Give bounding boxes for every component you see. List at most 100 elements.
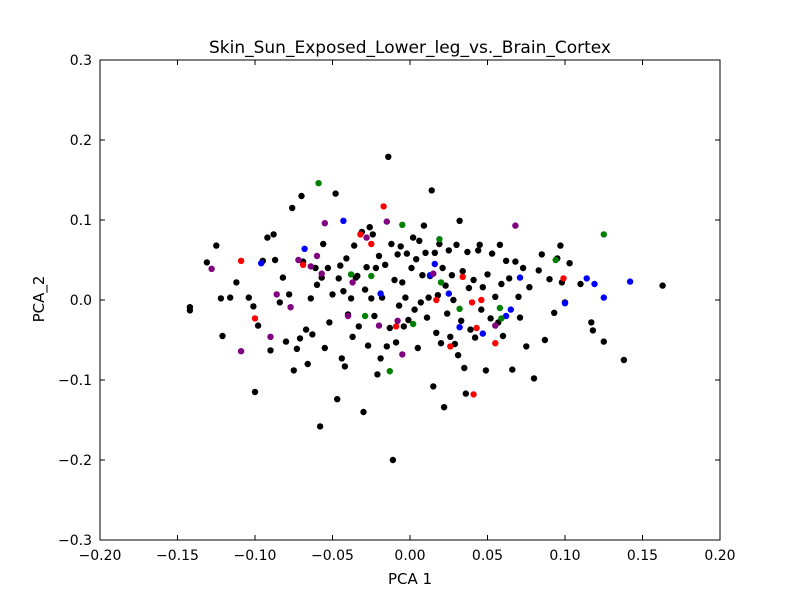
- data-point-s0-150: [538, 251, 545, 258]
- data-point-s3-3: [273, 291, 280, 298]
- data-point-s1-1: [251, 315, 259, 322]
- data-point-s1-14: [492, 340, 499, 347]
- data-point-s3-4: [287, 304, 294, 311]
- data-point-s0-137: [498, 280, 505, 288]
- data-point-s0-22: [290, 367, 297, 374]
- data-point-s0-50: [349, 333, 356, 340]
- data-point-s0-114: [453, 241, 460, 248]
- data-point-s2-13: [583, 275, 590, 282]
- data-point-s0-164: [659, 282, 666, 289]
- data-point-s4-4: [386, 368, 393, 375]
- data-point-s3-18: [492, 322, 499, 329]
- data-point-s0-133: [488, 250, 496, 257]
- data-point-s0-142: [512, 258, 519, 265]
- data-point-s1-11: [470, 391, 477, 398]
- data-point-s3-15: [394, 317, 401, 324]
- data-point-s0-146: [523, 343, 530, 350]
- data-point-s0-82: [402, 294, 409, 301]
- data-point-s0-14: [267, 347, 274, 354]
- data-point-s3-1: [237, 348, 245, 355]
- data-point-s2-5: [431, 260, 438, 268]
- data-point-s0-13: [264, 234, 271, 241]
- x-tick-label: 0.15: [627, 548, 658, 564]
- data-point-s0-77: [394, 251, 401, 258]
- data-point-s0-102: [434, 292, 442, 299]
- data-point-s2-8: [479, 330, 486, 337]
- data-point-s0-67: [377, 355, 384, 362]
- data-point-s0-7: [233, 279, 240, 286]
- data-point-s0-43: [337, 262, 344, 269]
- data-point-s0-149: [535, 267, 542, 274]
- data-point-s2-3: [377, 290, 384, 297]
- data-point-s0-89: [414, 344, 421, 352]
- data-point-s0-54: [355, 323, 362, 330]
- data-point-s0-47: [343, 255, 350, 262]
- data-point-s0-69: [382, 261, 389, 268]
- data-point-s0-85: [408, 264, 415, 272]
- data-point-s4-9: [456, 305, 463, 312]
- data-point-s0-121: [464, 248, 471, 256]
- data-point-s0-49: [347, 295, 355, 302]
- data-point-s0-2: [203, 259, 211, 266]
- data-point-s0-115: [454, 352, 462, 359]
- data-point-s0-130: [482, 367, 490, 374]
- data-point-s0-124: [470, 276, 477, 284]
- y-tick-label: 0.1: [70, 213, 92, 229]
- y-tick-label: −0.3: [58, 533, 92, 549]
- data-point-s1-5: [380, 203, 387, 210]
- data-point-s0-104: [437, 340, 445, 347]
- data-point-s0-6: [227, 294, 234, 301]
- data-point-s4-7: [436, 236, 443, 243]
- data-point-s4-11: [498, 315, 505, 322]
- data-point-s0-38: [326, 319, 333, 326]
- data-point-s0-136: [496, 241, 504, 248]
- data-point-s0-126: [475, 247, 482, 254]
- data-point-s0-90: [416, 237, 423, 244]
- data-point-s0-1: [186, 307, 194, 314]
- data-point-s3-10: [344, 312, 352, 320]
- data-point-s0-119: [461, 364, 468, 372]
- data-point-s0-125: [471, 334, 479, 341]
- data-point-s1-7: [433, 296, 440, 304]
- data-point-s2-0: [258, 260, 265, 267]
- chart-title: Skin_Sun_Exposed_Lower_leg_vs._Brain_Cor…: [209, 38, 611, 58]
- data-point-s2-14: [591, 280, 598, 288]
- y-tick-label: −0.1: [58, 373, 92, 389]
- data-point-s0-24: [296, 335, 304, 342]
- data-point-s0-148: [530, 375, 538, 382]
- data-point-s0-75: [391, 276, 398, 284]
- data-point-s0-84: [405, 316, 412, 324]
- data-point-s0-53: [354, 272, 361, 280]
- x-axis-label: PCA 1: [388, 570, 432, 588]
- data-point-s0-46: [341, 363, 349, 370]
- data-point-s0-144: [516, 314, 524, 321]
- data-point-s0-4: [217, 295, 225, 302]
- data-point-s0-41: [334, 396, 341, 403]
- data-point-s3-17: [430, 270, 437, 277]
- data-point-s0-158: [566, 260, 573, 267]
- data-point-s1-15: [560, 275, 567, 282]
- data-point-s0-88: [413, 256, 420, 263]
- data-point-s0-123: [467, 326, 474, 333]
- data-point-s0-17: [276, 299, 283, 306]
- data-point-s4-0: [315, 180, 322, 187]
- data-point-s0-118: [459, 268, 466, 275]
- data-point-s0-109: [445, 247, 452, 254]
- data-point-s0-60: [366, 224, 373, 231]
- data-point-s0-23: [293, 345, 301, 352]
- data-point-s3-14: [383, 218, 390, 225]
- data-point-s0-116: [456, 217, 463, 224]
- data-point-s0-140: [506, 275, 513, 282]
- data-point-s0-108: [444, 310, 451, 317]
- data-point-s0-91: [417, 299, 424, 306]
- data-point-s2-7: [456, 324, 463, 331]
- data-point-s0-5: [219, 332, 226, 340]
- data-point-s0-59: [364, 342, 372, 349]
- data-point-s0-58: [363, 264, 370, 271]
- data-point-s2-12: [561, 300, 569, 307]
- data-point-s0-3: [213, 242, 220, 249]
- data-point-s0-44: [338, 355, 345, 362]
- y-tick-label: 0.3: [70, 53, 92, 69]
- data-point-s0-99: [430, 383, 437, 390]
- data-point-s0-110: [447, 333, 454, 340]
